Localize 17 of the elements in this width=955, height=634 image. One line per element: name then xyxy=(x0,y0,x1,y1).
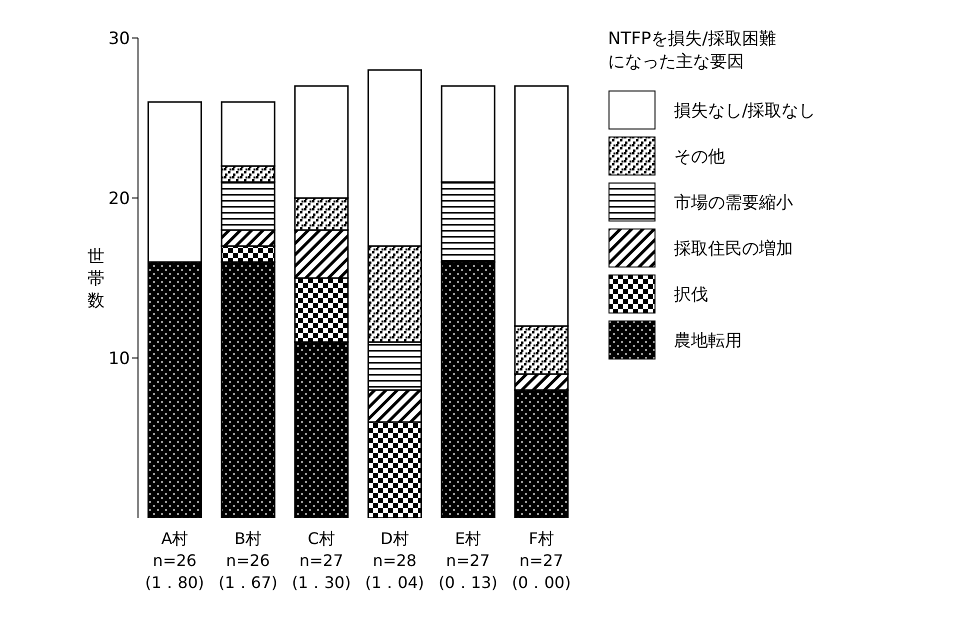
x-tick-label: D村 n=28 (1．04) xyxy=(365,529,424,592)
legend-label: その他 xyxy=(674,146,725,168)
x-tick-label: B村 n=26 (1．67) xyxy=(218,529,278,592)
legend-title: NTFPを損失/採取困難になった主な要因 xyxy=(608,28,777,74)
x-tick-label: C村 n=27 (1．30) xyxy=(292,529,351,592)
x-tick-label: F村 n=27 (0．00) xyxy=(512,529,571,592)
legend-label: 損失なし/採取なし xyxy=(674,100,816,122)
y-tick-label: 30 xyxy=(108,29,130,50)
legend-label: 択伐 xyxy=(674,284,708,306)
legend-label: 市場の需要縮小 xyxy=(674,192,793,214)
legend-label: 農地転用 xyxy=(674,330,742,352)
x-tick-label: E村 n=27 (0．13) xyxy=(438,529,498,592)
y-tick-label: 20 xyxy=(108,189,130,210)
y-axis-title: 世帯数 xyxy=(88,247,104,311)
legend-label: 採取住民の増加 xyxy=(674,238,793,260)
x-tick-label: A村 n=26 (1．80) xyxy=(145,529,204,592)
y-tick-label: 10 xyxy=(108,349,130,370)
